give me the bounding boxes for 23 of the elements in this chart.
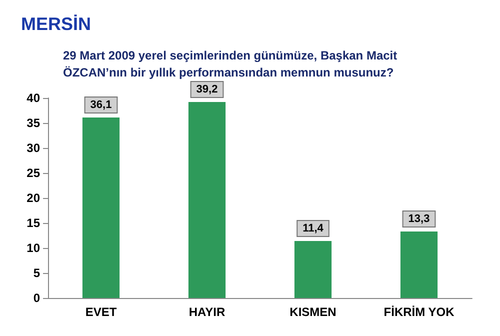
chart-subtitle: 29 Mart 2009 yerel seçimlerinden günümüze, Başkan Macit ÖZCAN’nın bir yıllık performansından memnun musunuz? xyxy=(63,48,400,80)
y-tick-label: 25 xyxy=(26,166,40,180)
bar xyxy=(82,118,120,298)
x-tick-label: KISMEN xyxy=(290,305,336,319)
y-tick-label: 40 xyxy=(26,91,40,105)
bar xyxy=(188,102,226,298)
chart-title: MERSİN xyxy=(21,14,92,34)
data-label: 36,1 xyxy=(90,99,112,111)
y-tick-label: 10 xyxy=(26,241,40,255)
y-tick-label: 5 xyxy=(33,266,40,280)
x-tick-label: FİKRİM YOK xyxy=(384,305,455,319)
bar xyxy=(294,241,332,298)
x-tick-label: HAYIR xyxy=(188,305,226,319)
data-label: 39,2 xyxy=(196,84,218,96)
y-tick-label: 15 xyxy=(26,216,40,230)
data-label: 13,3 xyxy=(408,213,430,225)
y-tick-label: 35 xyxy=(26,116,40,130)
x-tick-label: EVET xyxy=(85,305,118,319)
bar xyxy=(400,232,438,298)
y-tick-label: 20 xyxy=(26,191,40,205)
y-tick-label: 30 xyxy=(26,141,40,155)
y-tick-label: 0 xyxy=(33,291,40,305)
data-label: 11,4 xyxy=(302,222,324,234)
